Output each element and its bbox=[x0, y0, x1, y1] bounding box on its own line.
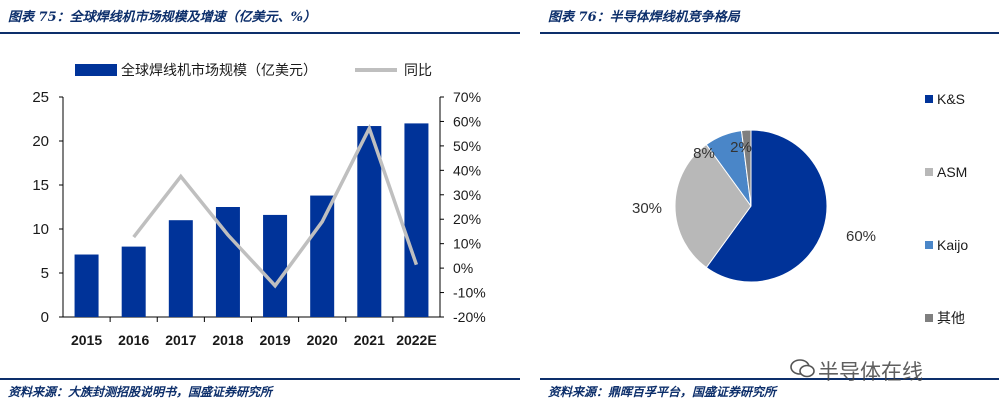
watermark-text: 半导体在线 bbox=[818, 360, 923, 384]
x-tick-label: 2018 bbox=[212, 332, 243, 348]
y2-tick-label: -10% bbox=[453, 285, 486, 301]
left-source-note: 资料来源：大族封测招股说明书，国盛证券研究所 bbox=[8, 385, 273, 399]
right-source-rule bbox=[540, 378, 999, 380]
legend-swatch-K&S bbox=[925, 95, 933, 103]
pie-value-label: 8% bbox=[693, 145, 715, 162]
y2-tick-label: 50% bbox=[453, 138, 481, 154]
legend-line-label: 同比 bbox=[404, 62, 432, 78]
legend-label-ASM: ASM bbox=[937, 164, 967, 180]
x-tick-label: 2021 bbox=[354, 332, 385, 348]
left-figure: 图表 75：全球焊线机市场规模及增速（亿美元、%） 0 5 10 15 20 25 -20%… bbox=[0, 10, 520, 399]
pie-value-label: 30% bbox=[632, 200, 662, 217]
legend-label-Kaijo: Kaijo bbox=[937, 237, 968, 253]
left-title-rule bbox=[0, 32, 520, 34]
y2-tick-label: 40% bbox=[453, 162, 481, 178]
x-tick-label: 2017 bbox=[165, 332, 196, 348]
x-tick-label: 2019 bbox=[259, 332, 290, 348]
bar-2017 bbox=[168, 220, 193, 317]
pie-slice-K&S bbox=[705, 129, 828, 283]
y-tick-label: 25 bbox=[32, 89, 49, 106]
wechat-icon bbox=[790, 359, 815, 378]
bar-2022E bbox=[404, 123, 429, 318]
right-figure: 图表 76：半导体焊线机竞争格局 60% 30% 8% 2% K&S ASM Kaijo 其他… bbox=[540, 0, 999, 417]
y2-tick-label: 60% bbox=[453, 113, 481, 129]
legend-bar-swatch bbox=[75, 64, 117, 76]
legend-bar-label: 全球焊线机市场规模（亿美元） bbox=[121, 62, 317, 78]
pie-value-label: 2% bbox=[730, 139, 752, 156]
bar-2020 bbox=[310, 195, 335, 317]
legend-label-K&S: K&S bbox=[937, 91, 965, 107]
bar-2019 bbox=[263, 214, 288, 317]
pie-value-label: 60% bbox=[846, 228, 876, 245]
legend-swatch-ASM bbox=[925, 168, 933, 176]
y-tick-label: 20 bbox=[32, 133, 49, 150]
y-tick-label: 10 bbox=[32, 221, 49, 238]
pie-chart: 60% 30% 8% 2% K&S ASM Kaijo 其他 bbox=[632, 91, 968, 326]
left-figure-title: 图表 75：全球焊线机市场规模及增速（亿美元、%） bbox=[8, 10, 316, 25]
y2-tick-label: -20% bbox=[453, 309, 486, 325]
x-tick-label: 2016 bbox=[118, 332, 149, 348]
y-tick-label: 5 bbox=[41, 265, 49, 282]
pie-slice-其他 bbox=[740, 129, 752, 207]
bar-2016 bbox=[121, 246, 146, 317]
left-source-rule bbox=[0, 378, 520, 380]
legend-swatch-Kaijo bbox=[925, 241, 933, 249]
y-tick-label: 0 bbox=[41, 309, 49, 326]
y-tick-label: 15 bbox=[32, 177, 49, 194]
x-tick-label: 2020 bbox=[307, 332, 338, 348]
legend-swatch-其他 bbox=[925, 314, 933, 322]
y2-tick-label: 0% bbox=[453, 260, 473, 276]
y2-tick-label: 30% bbox=[453, 187, 481, 203]
right-title-rule bbox=[540, 32, 999, 34]
bar-2021 bbox=[357, 126, 382, 317]
line-series-yoy bbox=[132, 123, 419, 289]
bar-line-chart: 0 5 10 15 20 25 -20% -10% 0% 10% 20% 30% 40% 50% 60% 70… bbox=[32, 62, 486, 348]
pie-slice-ASM bbox=[674, 143, 752, 269]
bar-2015 bbox=[74, 254, 99, 317]
right-source-note: 资料来源：鼎晖百孚平台，国盛证券研究所 bbox=[548, 385, 777, 399]
x-tick-label: 2022E bbox=[396, 332, 436, 348]
y2-tick-label: 10% bbox=[453, 236, 481, 252]
y2-tick-label: 20% bbox=[453, 211, 481, 227]
x-tick-label: 2015 bbox=[71, 332, 102, 348]
right-figure-title: 图表 76：半导体焊线机竞争格局 bbox=[548, 10, 740, 25]
y2-tick-label: 70% bbox=[453, 89, 481, 105]
legend-label-其他: 其他 bbox=[937, 310, 965, 326]
